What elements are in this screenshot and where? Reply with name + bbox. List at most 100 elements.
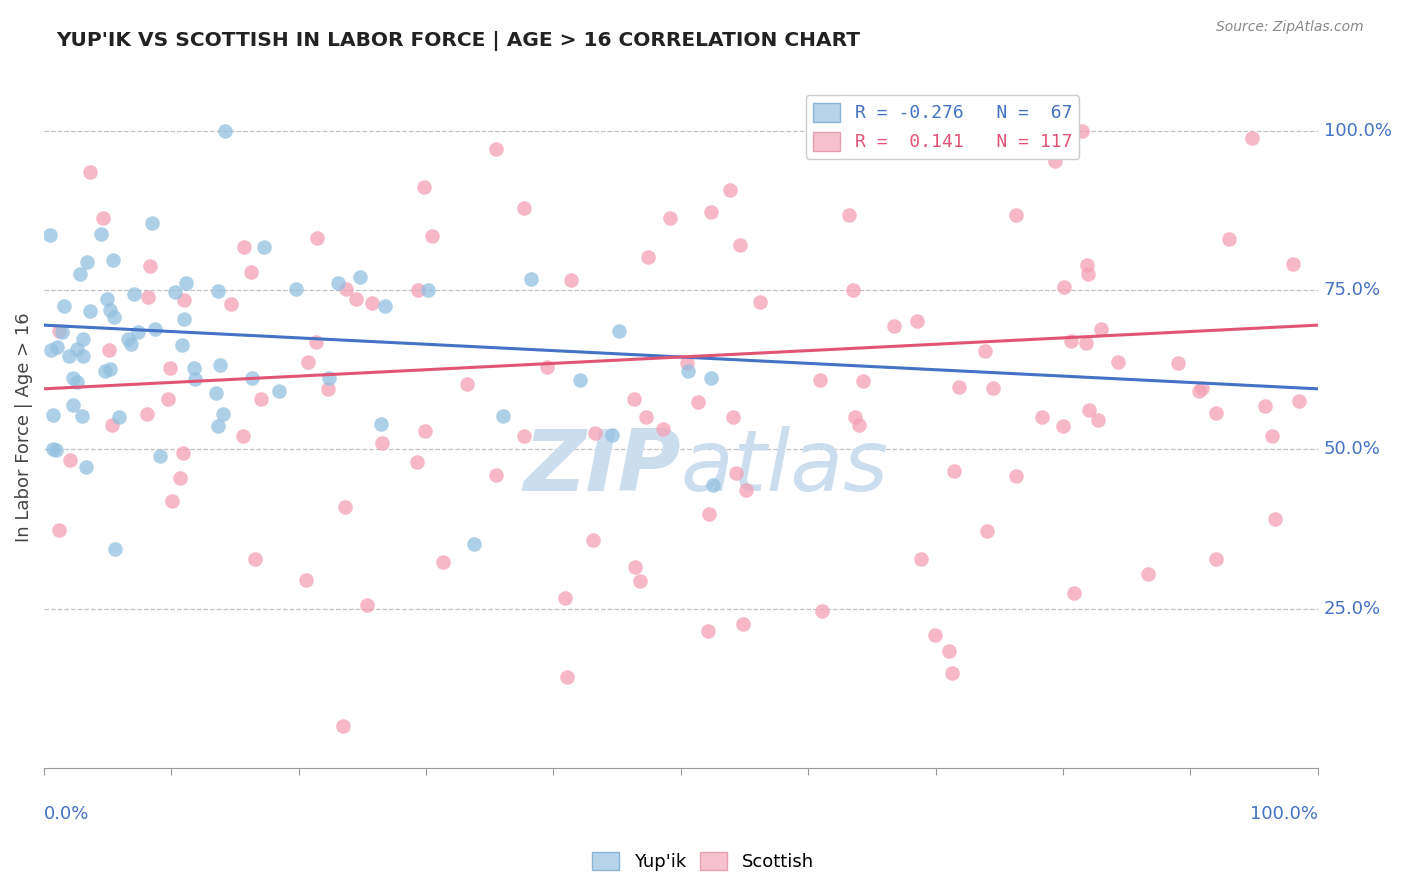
Text: atlas: atlas — [681, 426, 889, 509]
Point — [172, 446, 194, 460]
Point — [1074, 335, 1097, 350]
Point — [1288, 394, 1310, 409]
Point — [332, 719, 354, 733]
Point — [651, 422, 673, 436]
Point — [232, 429, 254, 443]
Point — [45, 442, 67, 457]
Point — [941, 665, 963, 680]
Point — [600, 428, 623, 442]
Point — [583, 426, 606, 441]
Point — [214, 124, 236, 138]
Point — [170, 337, 193, 351]
Point — [733, 616, 755, 631]
Point — [697, 624, 720, 639]
Point — [159, 361, 181, 376]
Point — [842, 283, 865, 297]
Point — [207, 418, 229, 433]
Point — [108, 410, 131, 425]
Point — [72, 333, 94, 347]
Point — [90, 227, 112, 242]
Point — [981, 381, 1004, 395]
Point — [1188, 384, 1211, 398]
Point — [39, 228, 62, 243]
Point — [723, 410, 745, 425]
Point — [103, 252, 125, 267]
Point — [156, 392, 179, 406]
Point — [46, 340, 69, 354]
Point — [697, 507, 720, 521]
Point — [240, 371, 263, 385]
Point — [485, 468, 508, 483]
Point — [1107, 355, 1129, 369]
Point — [295, 573, 318, 587]
Point — [356, 598, 378, 612]
Point — [39, 343, 62, 357]
Point — [724, 467, 747, 481]
Point — [98, 343, 121, 357]
Point — [96, 292, 118, 306]
Point — [1205, 552, 1227, 566]
Point — [135, 407, 157, 421]
Point — [65, 376, 87, 390]
Point — [169, 471, 191, 485]
Point — [79, 303, 101, 318]
Point — [136, 289, 159, 303]
Point — [101, 418, 124, 433]
Point — [910, 552, 932, 566]
Point — [51, 325, 73, 339]
Legend: R = -0.276   N =  67, R =  0.141   N = 117: R = -0.276 N = 67, R = 0.141 N = 117 — [806, 95, 1080, 159]
Point — [93, 364, 115, 378]
Point — [637, 250, 659, 264]
Point — [686, 395, 709, 409]
Point — [127, 326, 149, 340]
Text: Source: ZipAtlas.com: Source: ZipAtlas.com — [1216, 20, 1364, 34]
Point — [491, 409, 513, 424]
Point — [1071, 124, 1094, 138]
Point — [149, 449, 172, 463]
Point — [204, 385, 226, 400]
Point — [103, 310, 125, 324]
Point — [349, 269, 371, 284]
Y-axis label: In Labor Force | Age > 16: In Labor Force | Age > 16 — [15, 312, 32, 541]
Point — [374, 299, 396, 313]
Point — [79, 165, 101, 179]
Point — [318, 371, 340, 385]
Point — [728, 237, 751, 252]
Point — [48, 523, 70, 537]
Point — [174, 277, 197, 291]
Point — [1031, 410, 1053, 425]
Point — [1063, 586, 1085, 600]
Point — [1282, 257, 1305, 271]
Point — [122, 286, 145, 301]
Point — [513, 201, 536, 215]
Point — [305, 231, 328, 245]
Point — [456, 376, 478, 391]
Point — [560, 273, 582, 287]
Point — [62, 398, 84, 412]
Point — [1059, 334, 1081, 348]
Point — [582, 533, 605, 547]
Point — [42, 442, 65, 456]
Point — [844, 410, 866, 425]
Point — [160, 494, 183, 508]
Point — [943, 464, 966, 478]
Point — [1241, 130, 1264, 145]
Point — [335, 282, 357, 296]
Point — [938, 643, 960, 657]
Point — [432, 555, 454, 569]
Point — [418, 283, 440, 297]
Point — [810, 373, 832, 387]
Point — [211, 407, 233, 421]
Point — [335, 500, 357, 514]
Text: 0.0%: 0.0% — [44, 805, 90, 823]
Point — [720, 183, 742, 197]
Point — [624, 560, 647, 574]
Point — [463, 537, 485, 551]
Point — [253, 240, 276, 254]
Point — [973, 343, 995, 358]
Point — [883, 318, 905, 333]
Point — [65, 342, 87, 356]
Point — [484, 142, 506, 156]
Point — [1090, 321, 1112, 335]
Point — [905, 314, 928, 328]
